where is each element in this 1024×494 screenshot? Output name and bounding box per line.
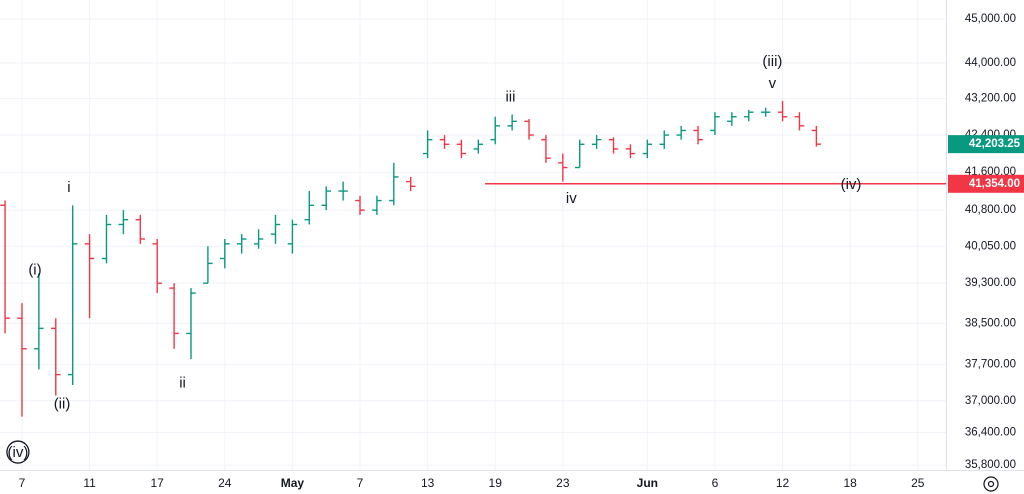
x-tick-label: 6 — [712, 476, 719, 490]
wave-label: i — [67, 179, 70, 196]
ohlc-bar — [794, 112, 805, 131]
x-tick-label: 12 — [776, 476, 790, 490]
ohlc-bar — [405, 176, 416, 192]
wave-label: (ii) — [54, 395, 71, 412]
ohlc-bar — [51, 318, 61, 396]
ohlc-bar — [17, 303, 27, 417]
ohlc-bar — [575, 139, 585, 169]
ohlc-bar — [101, 214, 112, 264]
ohlc-bar — [203, 246, 213, 284]
ohlc-bar — [744, 109, 754, 122]
ohlc-bar — [625, 144, 636, 159]
x-tick-label: 23 — [556, 476, 570, 490]
ohlc-bar — [253, 229, 264, 249]
x-tick-label: May — [281, 476, 305, 490]
ohlc-bar — [608, 137, 619, 154]
ohlc-bar — [659, 130, 669, 149]
ohlc-bar — [693, 125, 703, 145]
x-tick-label: 13 — [421, 476, 435, 490]
x-tick-label: Jun — [637, 476, 658, 490]
ohlc-bar — [777, 100, 788, 122]
ohlc-bar — [135, 214, 146, 244]
ohlc-bar — [439, 135, 450, 149]
ohlc-bar — [490, 116, 500, 145]
ohlc-bar — [591, 135, 602, 149]
ohlc-bar — [642, 139, 653, 159]
y-tick-label: 38,500.00 — [965, 317, 1016, 329]
x-tick-label: 7 — [357, 476, 364, 490]
ohlc-bar — [186, 288, 196, 360]
ohlc-bar — [676, 125, 686, 140]
ohlc-bar — [558, 153, 568, 182]
wave-label: v — [769, 75, 777, 92]
ohlc-bar — [507, 114, 517, 131]
ohlc-bar — [372, 195, 382, 215]
ohlc-bar — [710, 112, 720, 136]
x-tick-label: 24 — [218, 476, 232, 490]
ohlc-bar — [727, 112, 737, 126]
y-tick-label: 37,700.00 — [965, 358, 1016, 370]
ohlc-bar — [338, 181, 348, 201]
ohlc-bar — [67, 205, 78, 386]
ohlc-bar — [760, 107, 771, 117]
y-tick-label: 45,000.00 — [965, 13, 1016, 25]
ohlc-bar — [220, 238, 230, 269]
ohlc-bar — [355, 195, 365, 215]
wave-label: iii — [505, 88, 515, 105]
grid — [0, 0, 946, 470]
ohlc-bar — [541, 135, 551, 163]
ohlc-bar — [304, 191, 315, 225]
ohlc-bar — [811, 125, 822, 147]
wave-label: (i) — [28, 261, 41, 278]
wave-label: (iii) — [762, 53, 782, 70]
ohlc-bar — [321, 186, 331, 211]
ohlc-bar — [34, 273, 44, 370]
ohlc-bar — [270, 214, 281, 244]
x-tick-label: 25 — [911, 476, 925, 490]
wave-label: (iv) — [841, 176, 862, 193]
y-tick-label: 35,800.00 — [965, 459, 1016, 471]
y-tick-label: 39,300.00 — [965, 277, 1016, 289]
x-tick-label: 7 — [19, 476, 26, 490]
last-price-label: 42,203.25 — [969, 138, 1021, 150]
settings-icon-core[interactable] — [987, 480, 995, 488]
y-tick-label: 40,050.00 — [965, 240, 1016, 252]
last-price-box — [948, 135, 1024, 154]
bars — [0, 100, 822, 417]
ohlc-bar — [524, 119, 534, 140]
ohlc-bar — [0, 200, 10, 334]
y-tick-label: 43,200.00 — [965, 93, 1016, 105]
ohlc-bar — [169, 283, 179, 349]
ohlc-bar — [118, 210, 129, 235]
ohlc-bar — [456, 139, 467, 159]
x-tick-label: 17 — [151, 476, 165, 490]
settings-icon[interactable] — [983, 476, 999, 492]
ohlc-bar — [473, 139, 484, 154]
level-price-label: 41,354.00 — [969, 178, 1020, 190]
ohlc-bar — [236, 234, 247, 254]
annotation-circle — [6, 440, 30, 464]
wave-label: (iv) — [8, 444, 29, 461]
ohlc-bar — [152, 238, 162, 294]
wave-label: ii — [179, 374, 186, 391]
ohlc-bar — [422, 130, 433, 159]
x-tick-label: 18 — [843, 476, 857, 490]
y-tick-label: 37,000.00 — [965, 395, 1016, 407]
level-price-box — [948, 174, 1024, 193]
y-tick-label: 44,000.00 — [965, 57, 1016, 69]
ohlc-bar — [389, 162, 399, 206]
x-tick-label: 11 — [83, 476, 96, 490]
settings-button[interactable] — [983, 476, 999, 492]
y-tick-label: 36,400.00 — [965, 427, 1016, 439]
ohlc-bar — [84, 234, 95, 319]
x-tick-label: 19 — [489, 476, 503, 490]
wave-label: iv — [566, 190, 577, 207]
ohlc-bar — [287, 219, 298, 254]
y-tick-label: 40,800.00 — [965, 204, 1016, 216]
